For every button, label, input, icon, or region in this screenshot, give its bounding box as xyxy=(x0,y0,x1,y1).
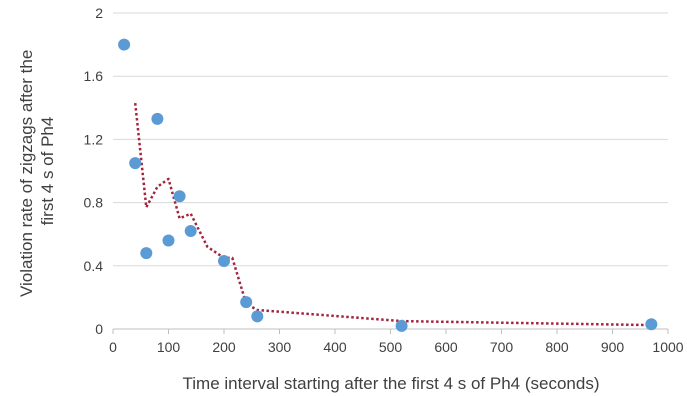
data-point xyxy=(129,157,142,170)
x-tick-label: 200 xyxy=(212,339,236,355)
data-points xyxy=(118,38,658,332)
x-tick-label: 700 xyxy=(490,339,514,355)
data-point xyxy=(240,296,253,309)
data-point xyxy=(140,247,153,260)
gridlines xyxy=(113,12,668,267)
x-tick-label: 500 xyxy=(379,339,403,355)
trendline-path xyxy=(133,102,652,327)
x-tick-label: 400 xyxy=(323,339,347,355)
y-tick-label: 2 xyxy=(95,5,103,21)
data-point xyxy=(173,190,186,203)
data-point xyxy=(395,319,408,332)
y-tick-label: 0 xyxy=(95,321,103,337)
data-point xyxy=(184,225,197,238)
x-axis-title: Time interval starting after the first 4… xyxy=(183,374,600,393)
x-tick-label: 300 xyxy=(268,339,292,355)
trendline xyxy=(133,102,652,327)
x-tick-label: 1000 xyxy=(652,339,683,355)
data-point xyxy=(162,234,175,247)
y-axis-title: Violation rate of zigzags after the firs… xyxy=(17,45,57,297)
y-tick-labels: 0 0.4 0.8 1.2 1.6 2 xyxy=(84,5,104,337)
y-axis-title-line-2: first 4 s of Ph4 xyxy=(38,117,57,226)
x-tick-label: 100 xyxy=(157,339,181,355)
x-tick-label: 0 xyxy=(109,339,117,355)
x-tick-labels: 0 100 200 300 400 500 600 700 800 900 1000 xyxy=(109,339,684,355)
axes xyxy=(112,328,669,334)
y-tick-label: 0.8 xyxy=(84,195,104,211)
data-point xyxy=(218,255,230,268)
y-tick-label: 0.4 xyxy=(84,258,104,274)
y-tick-label: 1.6 xyxy=(84,68,104,84)
x-tick-label: 800 xyxy=(545,339,569,355)
data-point xyxy=(251,310,264,323)
data-point xyxy=(118,38,131,51)
data-point xyxy=(645,318,658,331)
x-tick-label: 900 xyxy=(601,339,625,355)
x-tick-label: 600 xyxy=(434,339,458,355)
y-tick-label: 1.2 xyxy=(84,131,104,147)
data-point xyxy=(151,112,164,125)
y-axis-title-line-1: Violation rate of zigzags after the xyxy=(17,50,36,297)
